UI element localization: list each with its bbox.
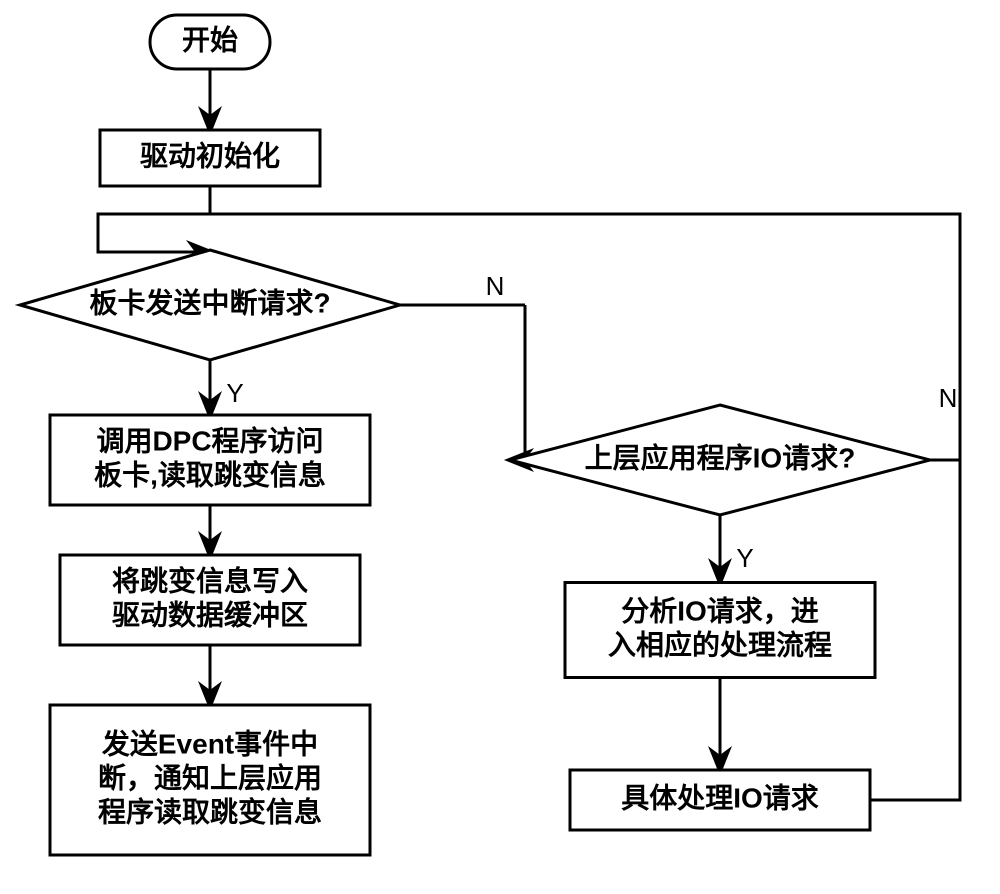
- svg-text:上层应用程序IO请求?: 上层应用程序IO请求?: [585, 441, 856, 473]
- svg-text:程序读取跳变信息: 程序读取跳变信息: [98, 795, 322, 827]
- svg-text:发送Event事件中: 发送Event事件中: [101, 727, 318, 759]
- svg-text:具体处理IO请求: 具体处理IO请求: [621, 782, 819, 813]
- edge-label-3: N: [486, 271, 505, 301]
- svg-text:入相应的处理流程: 入相应的处理流程: [608, 628, 832, 660]
- svg-text:分析IO请求，进: 分析IO请求，进: [621, 595, 819, 626]
- svg-text:将跳变信息写入: 将跳变信息写入: [112, 564, 308, 596]
- svg-text:断，通知上层应用: 断，通知上层应用: [98, 761, 322, 793]
- edge-label-10: N: [939, 383, 958, 413]
- svg-text:板卡发送中断请求?: 板卡发送中断请求?: [89, 286, 330, 318]
- svg-text:调用DPC程序访问: 调用DPC程序访问: [96, 424, 323, 456]
- edge-1: [98, 186, 210, 252]
- svg-text:驱动初始化: 驱动初始化: [140, 140, 280, 171]
- edge-label-2: Y: [226, 378, 243, 408]
- svg-text:驱动数据缓冲区: 驱动数据缓冲区: [112, 599, 308, 630]
- edge-4: [510, 305, 525, 460]
- svg-text:板卡,读取跳变信息: 板卡,读取跳变信息: [94, 458, 326, 490]
- edge-label-7: Y: [736, 543, 753, 573]
- svg-text:开始: 开始: [182, 24, 238, 55]
